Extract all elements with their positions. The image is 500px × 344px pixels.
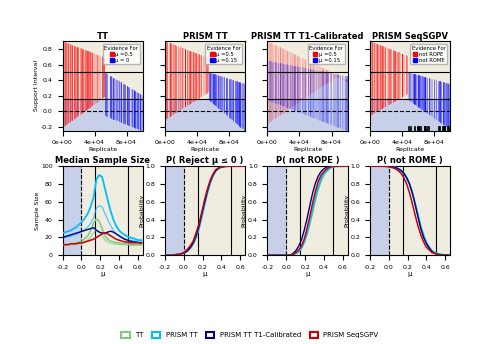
Title: PRISM SeqSGPV: PRISM SeqSGPV [372, 32, 448, 41]
X-axis label: μ: μ [100, 271, 105, 278]
Y-axis label: Probability: Probability [139, 194, 144, 227]
Title: P( not ROPE ): P( not ROPE ) [276, 156, 340, 165]
Bar [231, 166, 245, 255]
X-axis label: Replicate: Replicate [88, 147, 117, 152]
Bar [268, 99, 347, 130]
Bar [370, 166, 389, 255]
X-axis label: μ: μ [305, 271, 310, 278]
Bar [370, 99, 450, 130]
Title: PRISM TT T1-Calibrated: PRISM TT T1-Calibrated [251, 32, 364, 41]
Bar [62, 99, 142, 130]
Title: TT: TT [96, 32, 108, 41]
X-axis label: Replicate: Replicate [396, 147, 424, 152]
Legend: μ =0.5, μ = 0: μ =0.5, μ = 0 [103, 44, 140, 64]
Bar [165, 99, 245, 130]
Bar [62, 166, 82, 255]
Title: P( Reject μ ≤ 0 ): P( Reject μ ≤ 0 ) [166, 156, 244, 165]
Title: PRISM TT: PRISM TT [182, 32, 228, 41]
Y-axis label: Sample Size: Sample Size [35, 192, 40, 230]
Y-axis label: Probability: Probability [242, 194, 246, 227]
Legend: μ =0.5, μ =0.15: μ =0.5, μ =0.15 [206, 44, 242, 64]
Title: Median Sample Size: Median Sample Size [55, 156, 150, 165]
Title: P( not ROME ): P( not ROME ) [377, 156, 443, 165]
Bar [165, 166, 184, 255]
Y-axis label: Support Interval: Support Interval [34, 60, 40, 111]
Bar [334, 166, 347, 255]
Bar [436, 166, 450, 255]
X-axis label: Replicate: Replicate [293, 147, 322, 152]
X-axis label: Replicate: Replicate [190, 147, 220, 152]
Legend: μ =0.5, μ =0.15: μ =0.5, μ =0.15 [308, 44, 345, 64]
Legend: not ROPE, not ROME: not ROPE, not ROME [410, 44, 448, 64]
X-axis label: μ: μ [203, 271, 207, 278]
Y-axis label: Probability: Probability [344, 194, 349, 227]
Legend: TT, PRISM TT, PRISM TT T1-Calibrated, PRISM SeqSGPV: TT, PRISM TT, PRISM TT T1-Calibrated, PR… [120, 330, 380, 341]
Bar [128, 166, 142, 255]
Bar [268, 166, 286, 255]
X-axis label: μ: μ [408, 271, 412, 278]
